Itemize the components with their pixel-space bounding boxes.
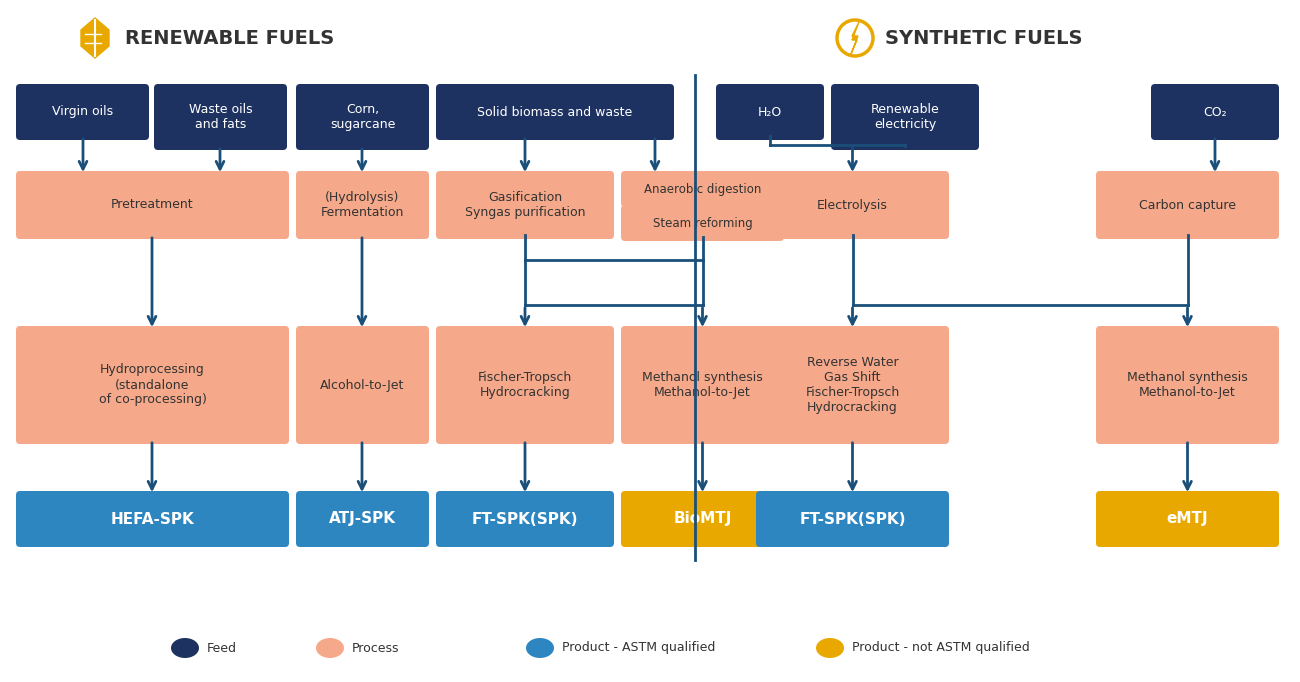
Ellipse shape — [526, 638, 554, 658]
FancyBboxPatch shape — [757, 171, 949, 239]
Text: ATJ-SPK: ATJ-SPK — [329, 512, 396, 527]
FancyBboxPatch shape — [1096, 171, 1279, 239]
FancyBboxPatch shape — [16, 84, 150, 140]
Text: Methanol synthesis
Methanol-to-Jet: Methanol synthesis Methanol-to-Jet — [1127, 371, 1248, 399]
FancyBboxPatch shape — [621, 205, 784, 241]
Text: Methanol synthesis
Methanol-to-Jet: Methanol synthesis Methanol-to-Jet — [642, 371, 763, 399]
Text: Product - ASTM qualified: Product - ASTM qualified — [562, 642, 715, 655]
Ellipse shape — [172, 638, 199, 658]
FancyBboxPatch shape — [621, 171, 784, 207]
FancyBboxPatch shape — [436, 171, 614, 239]
Text: Steam reforming: Steam reforming — [653, 216, 753, 230]
Text: Carbon capture: Carbon capture — [1139, 198, 1236, 211]
Text: BioMTJ: BioMTJ — [673, 512, 732, 527]
Text: Feed: Feed — [207, 642, 237, 655]
FancyBboxPatch shape — [436, 491, 614, 547]
Text: Alcohol-to-Jet: Alcohol-to-Jet — [320, 379, 404, 391]
FancyBboxPatch shape — [296, 491, 429, 547]
FancyBboxPatch shape — [621, 491, 784, 547]
Ellipse shape — [816, 638, 844, 658]
Text: FT-SPK(SPK): FT-SPK(SPK) — [800, 512, 906, 527]
Text: Solid biomass and waste: Solid biomass and waste — [477, 106, 633, 119]
Text: RENEWABLE FUELS: RENEWABLE FUELS — [125, 29, 334, 48]
Text: Virgin oils: Virgin oils — [52, 106, 113, 119]
Text: Corn,
sugarcane: Corn, sugarcane — [330, 103, 395, 131]
FancyBboxPatch shape — [1150, 84, 1279, 140]
FancyBboxPatch shape — [296, 326, 429, 444]
Text: SYNTHETIC FUELS: SYNTHETIC FUELS — [885, 29, 1083, 48]
Text: Product - not ASTM qualified: Product - not ASTM qualified — [852, 642, 1030, 655]
Text: Reverse Water
Gas Shift
Fischer-Tropsch
Hydrocracking: Reverse Water Gas Shift Fischer-Tropsch … — [806, 356, 900, 414]
Text: eMTJ: eMTJ — [1166, 512, 1208, 527]
Text: Anaerobic digestion: Anaerobic digestion — [644, 183, 762, 196]
Text: Hydroprocessing
(standalone
of co-processing): Hydroprocessing (standalone of co-proces… — [99, 364, 207, 406]
FancyBboxPatch shape — [16, 171, 289, 239]
Text: Fischer-Tropsch
Hydrocracking: Fischer-Tropsch Hydrocracking — [478, 371, 572, 399]
FancyBboxPatch shape — [436, 84, 673, 140]
FancyBboxPatch shape — [757, 491, 949, 547]
FancyBboxPatch shape — [296, 171, 429, 239]
FancyBboxPatch shape — [757, 326, 949, 444]
Text: FT-SPK(SPK): FT-SPK(SPK) — [472, 512, 578, 527]
FancyBboxPatch shape — [716, 84, 824, 140]
FancyBboxPatch shape — [831, 84, 979, 150]
Ellipse shape — [316, 638, 344, 658]
FancyBboxPatch shape — [436, 326, 614, 444]
Text: (Hydrolysis)
Fermentation: (Hydrolysis) Fermentation — [321, 191, 404, 219]
Text: Electrolysis: Electrolysis — [818, 198, 888, 211]
Text: Gasification
Syngas purification: Gasification Syngas purification — [465, 191, 585, 219]
Text: Pretreatment: Pretreatment — [112, 198, 194, 211]
Text: Process: Process — [352, 642, 399, 655]
Polygon shape — [81, 18, 109, 58]
Text: Renewable
electricity: Renewable electricity — [871, 103, 940, 131]
FancyBboxPatch shape — [16, 326, 289, 444]
Text: Waste oils
and fats: Waste oils and fats — [188, 103, 252, 131]
FancyBboxPatch shape — [1096, 326, 1279, 444]
FancyBboxPatch shape — [296, 84, 429, 150]
Text: H₂O: H₂O — [758, 106, 783, 119]
FancyBboxPatch shape — [153, 84, 287, 150]
FancyBboxPatch shape — [16, 491, 289, 547]
FancyBboxPatch shape — [621, 326, 784, 444]
FancyBboxPatch shape — [1096, 491, 1279, 547]
Polygon shape — [852, 22, 859, 54]
Text: HEFA-SPK: HEFA-SPK — [111, 512, 195, 527]
Text: CO₂: CO₂ — [1204, 106, 1227, 119]
